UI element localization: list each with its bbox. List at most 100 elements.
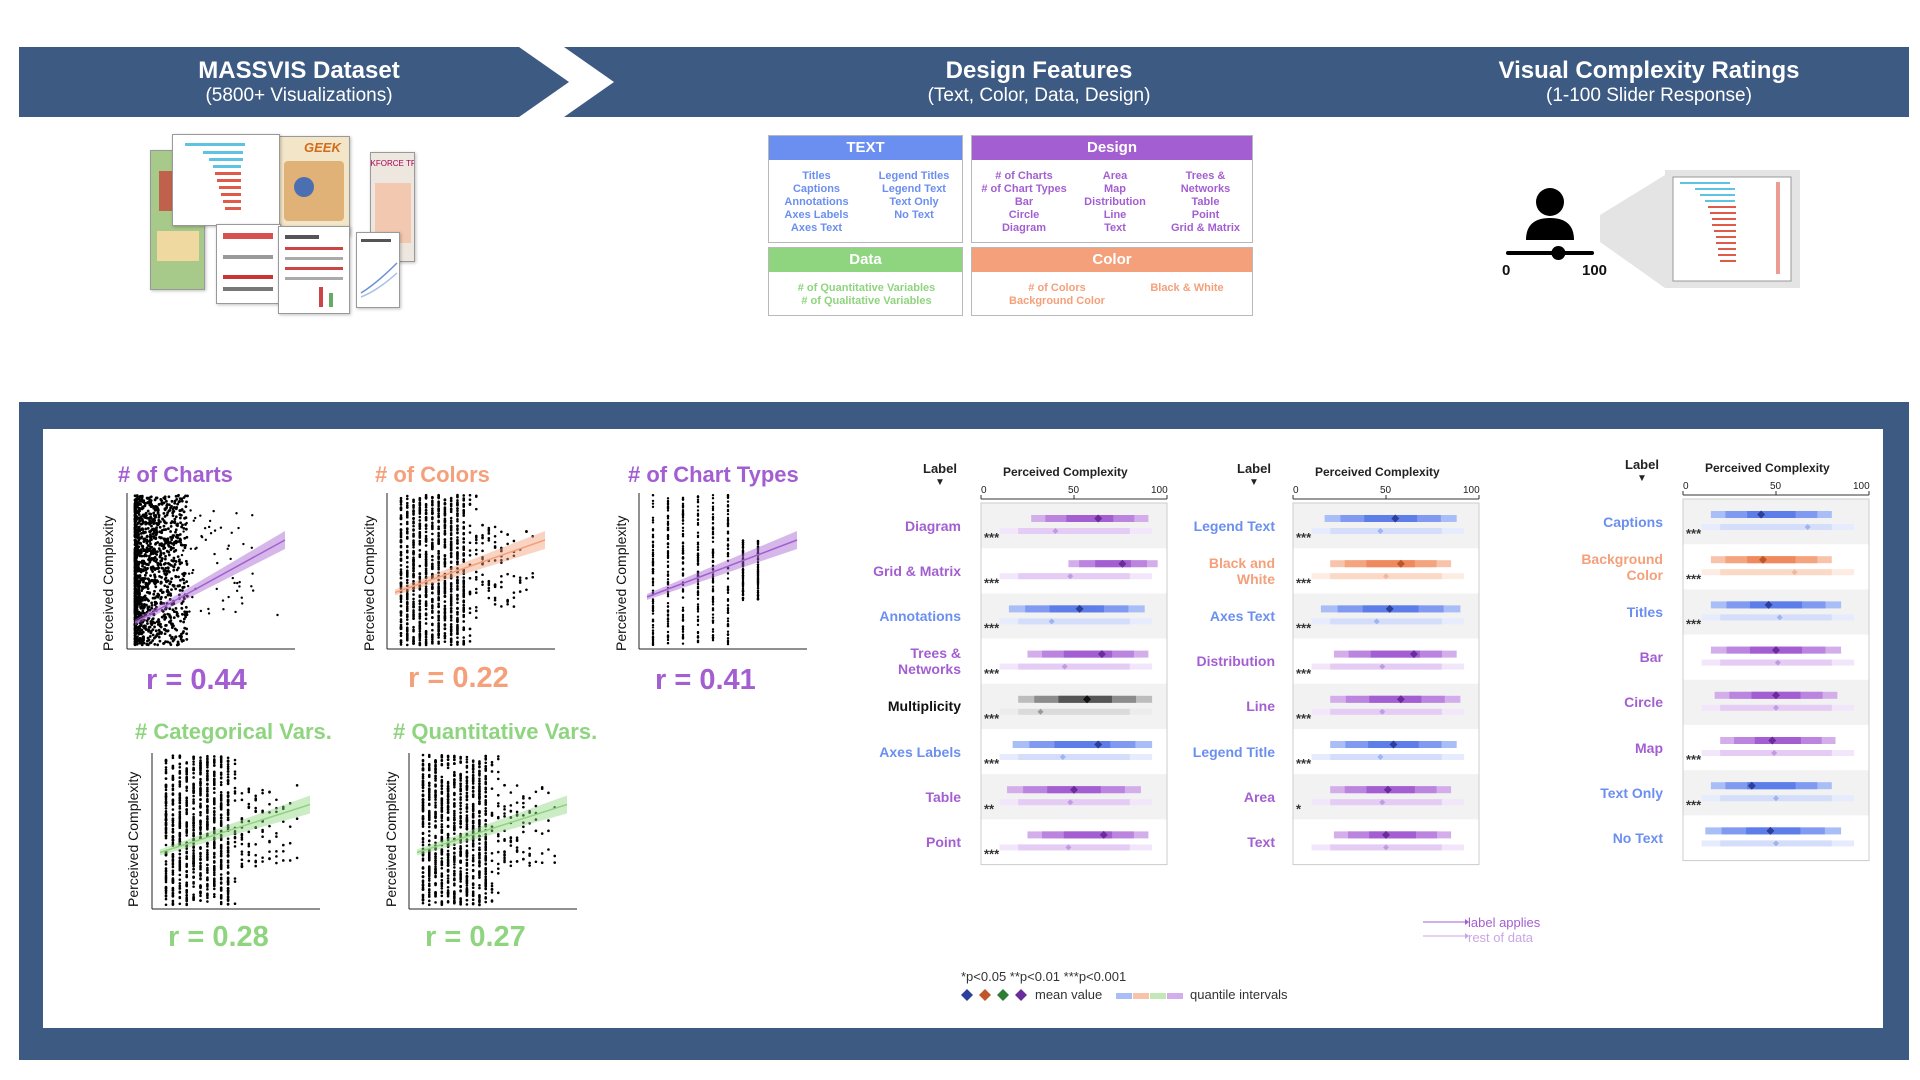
- scatter-point: [440, 815, 444, 818]
- scatter-point: [213, 787, 216, 791]
- scatter-point: [437, 610, 440, 613]
- scatter-point: [421, 764, 425, 767]
- scatter-point: [177, 575, 180, 579]
- scatter-point: [226, 795, 230, 799]
- scatter-point: [213, 783, 216, 787]
- scatter-point: [399, 559, 403, 562]
- scatter-point: [164, 788, 168, 792]
- scatter-point: [421, 776, 425, 780]
- scatter-point: [651, 629, 655, 632]
- scatter-point: [247, 806, 251, 810]
- scatter-point: [142, 618, 146, 622]
- scatter-point: [421, 838, 425, 841]
- scatter-point: [424, 527, 428, 530]
- scatter-point: [431, 622, 434, 626]
- scatter-point: [153, 519, 157, 523]
- scatter-point: [186, 494, 189, 498]
- scatter-point: [453, 896, 456, 899]
- feature-item: Axes Text: [790, 222, 843, 234]
- scatter-point: [459, 841, 462, 844]
- scatter-point: [651, 493, 655, 497]
- scatter-point: [213, 867, 216, 870]
- scatter-point: [184, 527, 188, 531]
- scatter-point: [192, 785, 195, 789]
- scatter-point: [250, 585, 253, 588]
- scatter-point: [143, 594, 147, 598]
- scatter-point: [711, 600, 715, 604]
- scatter-point: [459, 870, 462, 873]
- feature-item: Legend Text: [882, 183, 946, 195]
- scatter-point: [651, 636, 655, 639]
- scatter-point: [443, 632, 447, 635]
- scatter-point: [459, 880, 462, 883]
- scatter-point: [147, 616, 151, 620]
- scatter-point: [440, 863, 444, 866]
- scatter-point: [453, 826, 456, 830]
- scatter-point: [421, 866, 425, 869]
- scatter-point: [206, 849, 209, 852]
- scatter-point: [133, 587, 137, 590]
- scatter-point: [192, 818, 195, 822]
- scatter-point: [459, 798, 462, 801]
- scatter-point: [261, 828, 264, 832]
- scatter-point: [446, 899, 450, 903]
- scatter-point: [456, 517, 459, 521]
- scatter-point: [144, 550, 148, 554]
- scatter-point: [206, 769, 209, 773]
- scatter-point: [146, 598, 149, 602]
- results-inner: # of Charts Perceived Complexity r = 0.4…: [43, 429, 1883, 1028]
- scatter-point: [399, 568, 403, 571]
- scatter-point: [199, 847, 202, 850]
- scatter-point: [169, 545, 173, 549]
- scatter-point: [145, 642, 149, 646]
- scatter-point: [726, 577, 730, 580]
- scatter-title: # of Chart Types: [628, 462, 799, 487]
- scatter-point: [206, 863, 209, 867]
- scatter-point: [163, 572, 167, 576]
- scatter-point: [468, 640, 472, 643]
- scatter-point: [437, 531, 440, 535]
- scatter-point: [431, 616, 434, 620]
- scatter-point: [456, 632, 459, 636]
- scatter-point: [178, 868, 182, 872]
- scatter-point: [474, 570, 478, 574]
- scatter-point: [434, 819, 437, 823]
- scatter-point: [468, 493, 472, 497]
- scatter-point: [164, 624, 167, 627]
- scatter-point: [437, 549, 440, 553]
- scatter-point: [136, 495, 139, 498]
- scatter-point: [474, 536, 478, 539]
- scatter-point: [181, 589, 184, 592]
- scatter-point: [437, 632, 440, 636]
- scatter-point: [141, 505, 144, 509]
- scatter-point: [233, 770, 237, 773]
- scatter-point: [184, 615, 187, 619]
- scatter-point: [405, 629, 409, 633]
- scatter-point: [711, 501, 715, 505]
- scatter-point: [711, 597, 715, 601]
- scatter-point: [175, 506, 179, 509]
- feature-item: Networks: [1180, 183, 1231, 195]
- scatter-point: [165, 629, 169, 633]
- scatter-point: [421, 901, 425, 905]
- scatter-point: [185, 873, 188, 877]
- scatter-point: [443, 510, 447, 513]
- scatter-point: [183, 610, 187, 614]
- scatter-point: [456, 528, 459, 532]
- scatter-point: [159, 632, 163, 635]
- scatter-point: [474, 507, 478, 511]
- scatter-point: [446, 790, 450, 793]
- scatter-point: [424, 622, 428, 625]
- scatter-point: [440, 787, 444, 791]
- scatter-point: [405, 592, 409, 596]
- scatter-point: [153, 642, 157, 646]
- features-title: Design Features: [945, 57, 1133, 84]
- scatter-point: [226, 799, 230, 803]
- scatter-point: [138, 509, 141, 513]
- scatter-point: [237, 526, 240, 530]
- scatter-point: [185, 789, 188, 792]
- scatter-point: [431, 507, 434, 510]
- scatter-point: [405, 581, 409, 585]
- scatter-point: [666, 499, 670, 503]
- scatter-point: [143, 539, 146, 543]
